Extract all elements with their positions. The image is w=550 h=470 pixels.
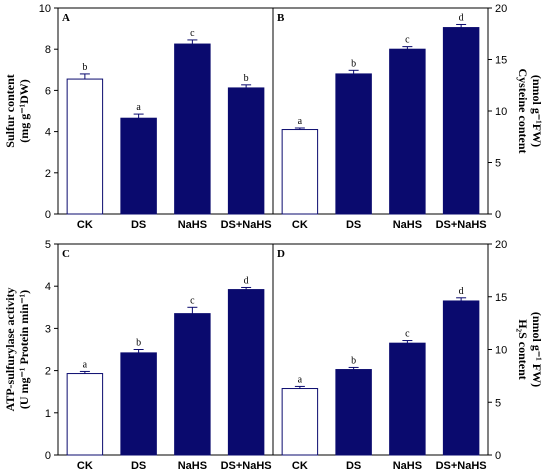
panel-c-letter: C: [62, 248, 70, 260]
panel-c-ytick-label: 0: [45, 450, 51, 462]
panel-b-bar: [281, 129, 319, 215]
panel-d-sig-letter: d: [459, 286, 464, 297]
panel-b-sig-letter: b: [351, 58, 356, 69]
panel-a-ytick-label: 0: [45, 209, 51, 221]
panel-a-ytick-label: 4: [45, 127, 51, 139]
panel-c-sig-letter: d: [244, 275, 249, 286]
panel-d-category-label: CK: [292, 460, 308, 470]
panel-c-bar: [227, 289, 265, 456]
panel-b-ytick-label: 15: [495, 55, 507, 67]
panel-d-bar: [389, 342, 426, 456]
panel-b-ytick-label: 0: [495, 209, 501, 221]
panel-a-sig-letter: c: [190, 28, 195, 39]
panel-d-category-label: DS+NaHS: [436, 460, 487, 470]
panel-a-bar: [174, 43, 211, 215]
panel-d-ylabel-line: H₂S content: [516, 319, 530, 380]
panel-d-category-label: NaHS: [393, 460, 422, 470]
panel-c-ytick-label: 1: [45, 408, 51, 420]
panel-b-ytick-label: 10: [495, 106, 507, 118]
panel-c-ylabel-line: ATP-sulfurylase activity: [3, 287, 17, 411]
panel-c-sig-letter: a: [83, 359, 88, 370]
panel-a-category-label: NaHS: [178, 219, 207, 231]
panel-a-ytick-label: 6: [45, 85, 51, 97]
panel-a-sig-letter: a: [136, 102, 141, 113]
panel-b-bar: [442, 27, 480, 215]
panel-d-letter: D: [277, 248, 285, 260]
panel-a-ylabel-line: (mg g⁻¹DW): [17, 79, 31, 143]
panel-b-sig-letter: c: [405, 35, 410, 46]
panel-d-ylabel-line: (nmol g⁻¹ FW): [530, 312, 544, 387]
panel-a-letter: A: [62, 12, 70, 24]
panel-b-ytick-label: 20: [495, 3, 507, 15]
panel-d-ytick-label: 15: [495, 292, 507, 304]
panel-c-ytick-label: 5: [45, 239, 51, 251]
panel-b-category-label: DS: [346, 219, 361, 231]
panel-d-ytick-label: 0: [495, 450, 501, 462]
panel-d-bar: [442, 300, 480, 456]
panel-d-sig-letter: b: [351, 355, 356, 366]
panel-a-bar: [120, 117, 157, 215]
panel-c-ytick-label: 2: [45, 366, 51, 378]
panel-c-category-label: NaHS: [178, 460, 207, 470]
panel-d-ytick-label: 5: [495, 397, 501, 409]
panel-b-ylabel-line: Cysteine content: [516, 69, 530, 154]
panel-a-category-label: DS: [131, 219, 146, 231]
panel-b-category-label: CK: [292, 219, 308, 231]
panel-d-category-label: DS: [346, 460, 361, 470]
panel-a-sig-letter: b: [82, 62, 87, 73]
panel-d-ytick-label: 20: [495, 239, 507, 251]
panel-b-sig-letter: d: [459, 12, 464, 23]
panel-a-bar: [66, 78, 104, 215]
panel-a-category-label: DS+NaHS: [221, 219, 272, 231]
panel-c-category-label: CK: [77, 460, 93, 470]
panel-a-ytick-label: 8: [45, 44, 51, 56]
panel-c-bar: [120, 352, 157, 456]
panel-d-bar: [281, 388, 319, 456]
panel-d-ytick-label: 10: [495, 345, 507, 357]
panel-d-bar: [335, 369, 372, 456]
panel-b-bar: [335, 73, 372, 215]
panel-a-ytick-label: 2: [45, 168, 51, 180]
panel-b-ylabel-line: (nmol g⁻¹FW): [530, 75, 544, 147]
panel-c-category-label: DS+NaHS: [221, 460, 272, 470]
panel-c-ytick-label: 4: [45, 281, 51, 293]
panel-a-sig-letter: b: [244, 73, 249, 84]
panel-a-bar: [227, 87, 265, 215]
panel-c-bar: [66, 373, 104, 456]
panel-c-bar: [174, 313, 211, 456]
panel-c-ytick-label: 3: [45, 323, 51, 335]
panel-c-sig-letter: b: [136, 338, 141, 349]
panel-b-ytick-label: 5: [495, 158, 501, 170]
panel-c-category-label: DS: [131, 460, 146, 470]
panel-c-ylabel-line: (U mg⁻¹ Protein min⁻¹): [17, 290, 31, 409]
panel-b-category-label: NaHS: [393, 219, 422, 231]
panel-a-ytick-label: 10: [39, 3, 51, 15]
panel-a-category-label: CK: [77, 219, 93, 231]
panel-b-category-label: DS+NaHS: [436, 219, 487, 231]
panel-d-sig-letter: a: [298, 374, 303, 385]
panel-d-sig-letter: c: [405, 329, 410, 340]
panel-a-ylabel-line: Sulfur content: [3, 74, 17, 147]
panel-b-letter: B: [277, 12, 285, 24]
panel-b-bar: [389, 48, 426, 215]
panel-c-sig-letter: c: [190, 295, 195, 306]
panel-b-sig-letter: a: [298, 116, 303, 127]
